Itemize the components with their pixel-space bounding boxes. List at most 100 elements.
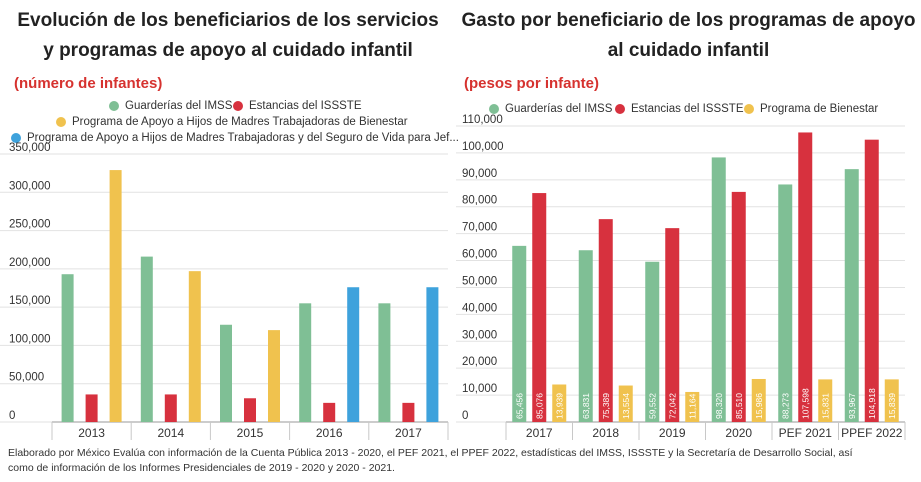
bar xyxy=(731,191,746,422)
right-chart-title-line2: al cuidado infantil xyxy=(607,40,770,61)
legend-item-estancias-issste[interactable]: Estancias del ISSSTE xyxy=(233,100,362,112)
legend-item-guarderias-imss[interactable]: Guarderías del IMSS xyxy=(109,100,232,112)
bar-value-label: 88,273 xyxy=(780,393,790,419)
legend-dot-icon xyxy=(615,104,625,114)
y-tick-label: 250,000 xyxy=(9,219,51,231)
y-tick-label: 40,000 xyxy=(462,302,497,314)
legend-label: Estancias del ISSSTE xyxy=(631,103,744,115)
x-tick-label: 2013 xyxy=(78,426,105,440)
y-tick-label: 60,000 xyxy=(462,249,497,261)
legend-dot-icon xyxy=(233,101,243,111)
bar xyxy=(864,139,879,422)
bar xyxy=(532,193,547,422)
y-tick-label: 200,000 xyxy=(9,257,51,269)
bar-value-label: 65,456 xyxy=(514,393,524,419)
bar xyxy=(751,378,766,422)
right-chart-legend: Guarderías del IMSS Estancias del ISSSTE… xyxy=(456,0,921,120)
bar xyxy=(645,261,660,422)
bar xyxy=(402,402,415,422)
bar xyxy=(778,184,793,422)
bar xyxy=(618,385,633,422)
bar xyxy=(844,169,859,422)
y-tick-label: 20,000 xyxy=(462,356,497,368)
x-tick-label: 2017 xyxy=(395,426,422,440)
legend-item-programa-bienestar[interactable]: Programa de Bienestar xyxy=(744,103,878,115)
bar xyxy=(378,303,391,422)
bar xyxy=(884,379,899,422)
right-chart-title-line1: Gasto por beneficiario de los programas … xyxy=(461,10,916,31)
bar-value-label: 15,831 xyxy=(820,393,830,419)
left-bar-chart: 0 50,000 100,000 150,000 200,000 250,000 300,0… xyxy=(0,142,449,440)
bar xyxy=(711,157,726,423)
bar xyxy=(268,330,280,422)
legend-label: Estancias del ISSSTE xyxy=(249,100,362,112)
footnote-line1: Elaborado por México Evalúa con informac… xyxy=(8,447,853,459)
bar-value-label: 13,939 xyxy=(554,393,564,419)
bar xyxy=(552,384,567,422)
legend-item-guarderias-imss[interactable]: Guarderías del IMSS xyxy=(489,103,612,115)
bar-value-label: 75,389 xyxy=(601,393,611,419)
bar-value-label: 85,510 xyxy=(734,393,744,419)
x-tick-label: 2014 xyxy=(157,426,184,440)
y-tick-label: 300,000 xyxy=(9,180,51,192)
y-tick-label: 100,000 xyxy=(462,141,504,153)
y-tick-label: 0 xyxy=(9,410,15,422)
bar-value-label: 85,076 xyxy=(534,393,544,419)
bar-value-label: 15,986 xyxy=(754,393,764,419)
right-chart-panel: Gasto por beneficiario de los programas … xyxy=(456,0,921,440)
x-tick-label: PPEF 2022 xyxy=(841,426,903,440)
left-chart-legend: Guarderías del IMSS Estancias del ISSSTE… xyxy=(0,0,459,150)
x-tick-label: 2017 xyxy=(526,426,553,440)
bar-value-label: 13,554 xyxy=(621,393,631,419)
left-chart-panel: Evolución de los beneficiarios de los se… xyxy=(0,0,459,440)
x-tick-label: 2015 xyxy=(237,426,264,440)
y-tick-label: 100,000 xyxy=(9,333,51,345)
bar xyxy=(244,398,256,422)
y-tick-label: 50,000 xyxy=(462,275,497,287)
legend-item-programa-bienestar[interactable]: Programa de Apoyo a Hijos de Madres Trab… xyxy=(56,116,408,128)
legend-label: Guarderías del IMSS xyxy=(125,100,233,112)
bar xyxy=(818,379,833,422)
source-footnote: Elaborado por México Evalúa con informac… xyxy=(8,446,913,476)
bar-value-label: 63,831 xyxy=(581,393,591,419)
bar-value-label: 104,918 xyxy=(867,388,877,419)
legend-label: Programa de Apoyo a Hijos de Madres Trab… xyxy=(27,132,459,144)
bar xyxy=(598,219,613,422)
legend-label: Programa de Apoyo a Hijos de Madres Trab… xyxy=(72,116,408,128)
y-tick-label: 110,000 xyxy=(462,114,503,126)
bar xyxy=(512,245,527,422)
y-tick-label: 90,000 xyxy=(462,168,497,180)
bar xyxy=(140,256,153,422)
legend-dot-icon xyxy=(109,101,119,111)
bar-value-label: 59,552 xyxy=(647,393,657,419)
bar xyxy=(323,402,336,422)
bar xyxy=(61,274,74,422)
x-tick-label: 2020 xyxy=(725,426,752,440)
x-tick-label: 2018 xyxy=(592,426,619,440)
legend-dot-icon xyxy=(744,104,754,114)
bar xyxy=(109,170,122,422)
bar xyxy=(798,132,813,422)
y-tick-label: 0 xyxy=(462,410,468,422)
left-chart-subtitle: (número de infantes) xyxy=(14,75,163,92)
bar-value-label: 72,042 xyxy=(667,393,677,419)
left-chart-title-line2: y programas de apoyo al cuidado infantil xyxy=(43,40,413,61)
legend-item-programa-seguro-vida[interactable]: Programa de Apoyo a Hijos de Madres Trab… xyxy=(11,132,459,144)
bar-value-label: 11,164 xyxy=(687,393,697,419)
x-tick-label: 2016 xyxy=(316,426,343,440)
bar xyxy=(164,394,177,422)
legend-dot-icon xyxy=(56,117,66,127)
bar xyxy=(685,391,700,422)
right-chart-subtitle: (pesos por infante) xyxy=(464,75,600,92)
bar xyxy=(299,303,312,422)
right-bar-chart: 0 10,000 20,000 30,000 40,000 50,000 60,000 70,… xyxy=(456,114,906,440)
legend-item-estancias-issste[interactable]: Estancias del ISSSTE xyxy=(615,103,744,115)
y-tick-label: 10,000 xyxy=(462,383,497,395)
bar-value-label: 98,320 xyxy=(714,393,724,419)
bar xyxy=(85,394,98,422)
bar xyxy=(347,287,360,422)
legend-label: Guarderías del IMSS xyxy=(505,103,613,115)
bar-value-label: 93,967 xyxy=(847,393,857,419)
y-tick-label: 70,000 xyxy=(462,222,497,234)
bar xyxy=(220,324,232,422)
